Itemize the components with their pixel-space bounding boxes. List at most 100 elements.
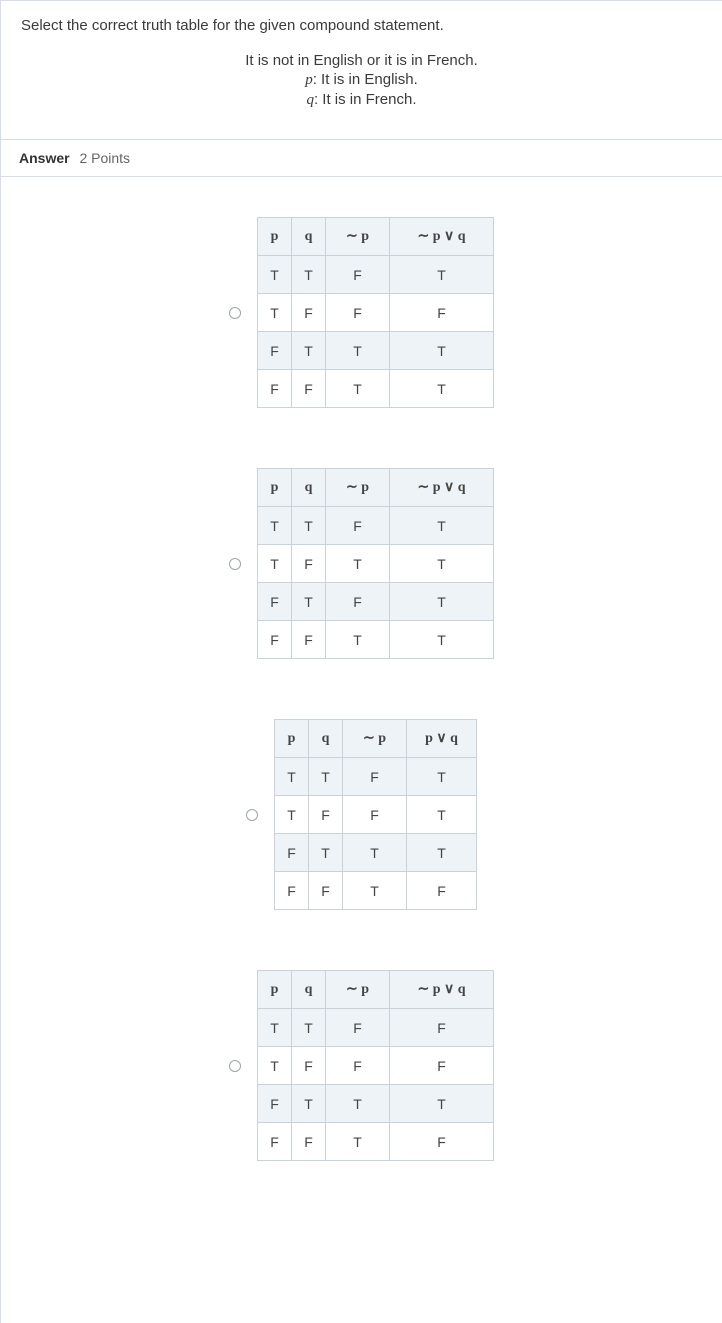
cell-r: T (390, 332, 494, 370)
option-row-3: pq∼ p∼ p ∨ qTTFFTFFFFTTTFFTF (1, 970, 722, 1161)
cell-r: F (390, 294, 494, 332)
cell-q: F (309, 872, 343, 910)
table-row: TFFT (275, 796, 477, 834)
cell-np: T (326, 621, 390, 659)
cell-p: T (258, 507, 292, 545)
table-row: FFTF (275, 872, 477, 910)
cell-q: F (292, 294, 326, 332)
col-header: q (292, 469, 326, 507)
col-header: p (258, 218, 292, 256)
compound-statement: It is not in English or it is in French. (21, 52, 702, 69)
col-header: p (258, 469, 292, 507)
cell-np: T (326, 1123, 390, 1161)
cell-np: F (343, 758, 407, 796)
cell-np: F (326, 583, 390, 621)
options-area: pq∼ p∼ p ∨ qTTFTTFFFFTTTFFTTpq∼ p∼ p ∨ q… (1, 177, 722, 1281)
table-row: FTTT (275, 834, 477, 872)
option-radio-2[interactable] (246, 809, 258, 821)
question-frame: Select the correct truth table for the g… (0, 0, 722, 1323)
table-row: TTFT (258, 256, 494, 294)
answer-points: 2 Points (79, 150, 130, 166)
table-row: TFTT (258, 545, 494, 583)
table-row: FTTT (258, 1085, 494, 1123)
truth-table-0: pq∼ p∼ p ∨ qTTFTTFFFFTTTFFTT (257, 217, 494, 408)
cell-p: F (258, 1085, 292, 1123)
cell-q: T (292, 256, 326, 294)
cell-q: F (292, 1123, 326, 1161)
cell-q: F (292, 370, 326, 408)
cell-r: F (390, 1047, 494, 1085)
cell-q: F (292, 621, 326, 659)
table-header: pq∼ p∼ p ∨ q (258, 971, 494, 1009)
col-header: ∼ p (343, 720, 407, 758)
question-block: Select the correct truth table for the g… (1, 1, 722, 140)
col-header: ∼ p ∨ q (390, 469, 494, 507)
col-header: p (275, 720, 309, 758)
cell-r: F (390, 1123, 494, 1161)
cell-q: F (292, 545, 326, 583)
option-radio-1[interactable] (229, 558, 241, 570)
table-row: FTTT (258, 332, 494, 370)
table-row: TFFF (258, 1047, 494, 1085)
table-row: TTFT (258, 507, 494, 545)
cell-p: F (258, 621, 292, 659)
answer-label: Answer (19, 150, 70, 166)
cell-q: T (292, 332, 326, 370)
col-header: p (258, 971, 292, 1009)
cell-r: T (407, 796, 477, 834)
cell-p: T (258, 1047, 292, 1085)
cell-r: T (407, 834, 477, 872)
col-header: q (292, 971, 326, 1009)
cell-r: T (390, 1085, 494, 1123)
cell-r: T (390, 621, 494, 659)
col-header: q (309, 720, 343, 758)
cell-r: T (390, 256, 494, 294)
table-row: FFTF (258, 1123, 494, 1161)
cell-r: T (390, 545, 494, 583)
cell-r: F (407, 872, 477, 910)
cell-p: F (258, 332, 292, 370)
cell-p: F (258, 583, 292, 621)
cell-r: T (407, 758, 477, 796)
truth-table-1: pq∼ p∼ p ∨ qTTFTTFTTFTFTFFTT (257, 468, 494, 659)
cell-p: T (258, 294, 292, 332)
cell-np: F (326, 507, 390, 545)
cell-p: T (258, 545, 292, 583)
col-header: ∼ p (326, 218, 390, 256)
cell-q: T (292, 507, 326, 545)
option-radio-3[interactable] (229, 1060, 241, 1072)
table-header: pq∼ p∼ p ∨ q (258, 218, 494, 256)
cell-p: F (275, 834, 309, 872)
answer-bar: Answer 2 Points (1, 140, 722, 177)
q-var: q (306, 92, 314, 108)
cell-q: T (292, 1085, 326, 1123)
cell-q: F (292, 1047, 326, 1085)
q-def-text: : It is in French. (314, 91, 417, 108)
cell-r: F (390, 1009, 494, 1047)
option-row-2: pq∼ pp ∨ qTTFTTFFTFTTTFFTF (1, 719, 722, 910)
cell-np: T (326, 332, 390, 370)
p-def-text: : It is in English. (313, 71, 418, 88)
cell-np: F (326, 256, 390, 294)
option-row-1: pq∼ p∼ p ∨ qTTFTTFTTFTFTFFTT (1, 468, 722, 659)
table-row: TFFF (258, 294, 494, 332)
option-radio-0[interactable] (229, 307, 241, 319)
cell-q: T (292, 1009, 326, 1047)
cell-p: T (258, 256, 292, 294)
statement-block: It is not in English or it is in French.… (21, 52, 702, 109)
truth-table-2: pq∼ pp ∨ qTTFTTFFTFTTTFFTF (274, 719, 477, 910)
table-row: FFTT (258, 370, 494, 408)
cell-np: F (326, 294, 390, 332)
cell-p: T (275, 758, 309, 796)
cell-r: T (390, 583, 494, 621)
cell-p: F (258, 1123, 292, 1161)
option-row-0: pq∼ p∼ p ∨ qTTFTTFFFFTTTFFTT (1, 217, 722, 408)
table-header: pq∼ p∼ p ∨ q (258, 469, 494, 507)
table-row: TTFF (258, 1009, 494, 1047)
table-row: TTFT (275, 758, 477, 796)
table-row: FFTT (258, 621, 494, 659)
truth-table-3: pq∼ p∼ p ∨ qTTFFTFFFFTTTFFTF (257, 970, 494, 1161)
cell-np: F (326, 1047, 390, 1085)
cell-np: T (326, 370, 390, 408)
cell-p: T (258, 1009, 292, 1047)
